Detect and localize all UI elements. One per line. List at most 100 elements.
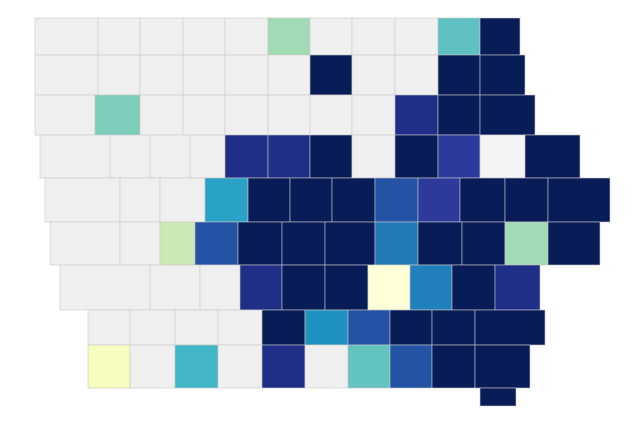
county — [261, 344, 306, 389]
county — [182, 17, 226, 56]
county — [199, 264, 241, 311]
county — [309, 134, 353, 179]
county — [437, 94, 481, 136]
county — [347, 309, 391, 346]
county — [367, 264, 411, 311]
county — [119, 221, 161, 266]
county — [394, 54, 439, 96]
county — [479, 134, 526, 179]
county — [374, 221, 419, 266]
county — [119, 177, 161, 223]
county — [524, 134, 581, 179]
county — [34, 94, 96, 136]
county — [189, 134, 226, 179]
county — [194, 221, 239, 266]
county — [281, 264, 326, 311]
county — [351, 17, 396, 56]
county — [217, 309, 263, 346]
county — [182, 54, 226, 96]
county — [394, 17, 439, 56]
county — [417, 221, 463, 266]
county — [474, 344, 531, 389]
county — [389, 344, 433, 389]
county — [224, 94, 269, 136]
county — [182, 94, 226, 136]
county — [204, 177, 249, 223]
county — [97, 17, 141, 56]
county — [461, 221, 506, 266]
county — [504, 221, 549, 266]
county — [109, 134, 151, 179]
county — [49, 221, 121, 266]
county — [87, 344, 131, 389]
county — [309, 94, 353, 136]
county — [409, 264, 453, 311]
county — [351, 54, 396, 96]
county — [324, 264, 369, 311]
county — [437, 17, 481, 56]
county — [394, 94, 439, 136]
county — [479, 17, 521, 56]
county — [289, 177, 333, 223]
county — [139, 94, 184, 136]
county — [437, 134, 481, 179]
county — [431, 344, 476, 389]
county — [479, 94, 536, 136]
county — [309, 54, 353, 96]
county — [547, 221, 601, 266]
county — [87, 309, 131, 346]
county — [217, 344, 263, 389]
county — [261, 309, 306, 346]
county — [347, 344, 391, 389]
county — [44, 177, 121, 223]
county — [129, 344, 176, 389]
county — [149, 134, 191, 179]
county — [324, 221, 376, 266]
county — [304, 309, 349, 346]
county — [174, 309, 219, 346]
county — [267, 134, 311, 179]
county — [331, 177, 376, 223]
county — [431, 309, 476, 346]
county — [451, 264, 496, 311]
county — [39, 134, 111, 179]
county — [174, 344, 219, 389]
county — [224, 54, 269, 96]
county — [139, 17, 184, 56]
county — [34, 54, 99, 96]
county — [394, 134, 439, 179]
county — [547, 177, 611, 223]
county — [351, 94, 396, 136]
county — [417, 177, 461, 223]
county — [159, 221, 196, 266]
county — [504, 177, 549, 223]
county — [239, 264, 283, 311]
county — [494, 264, 541, 311]
county — [437, 54, 481, 96]
county — [479, 387, 517, 407]
county — [389, 309, 433, 346]
county — [247, 177, 291, 223]
county — [374, 177, 419, 223]
county — [281, 221, 326, 266]
county — [34, 17, 99, 56]
county — [94, 94, 141, 136]
county — [139, 54, 184, 96]
county — [474, 309, 546, 346]
county — [267, 17, 311, 56]
county — [267, 54, 311, 96]
county — [97, 54, 141, 96]
county — [149, 264, 201, 311]
county — [479, 54, 526, 96]
county — [59, 264, 151, 311]
county — [237, 221, 283, 266]
county — [309, 17, 353, 56]
county — [224, 134, 269, 179]
county — [129, 309, 176, 346]
county — [267, 94, 311, 136]
county — [224, 17, 269, 56]
county — [459, 177, 506, 223]
county — [304, 344, 349, 389]
